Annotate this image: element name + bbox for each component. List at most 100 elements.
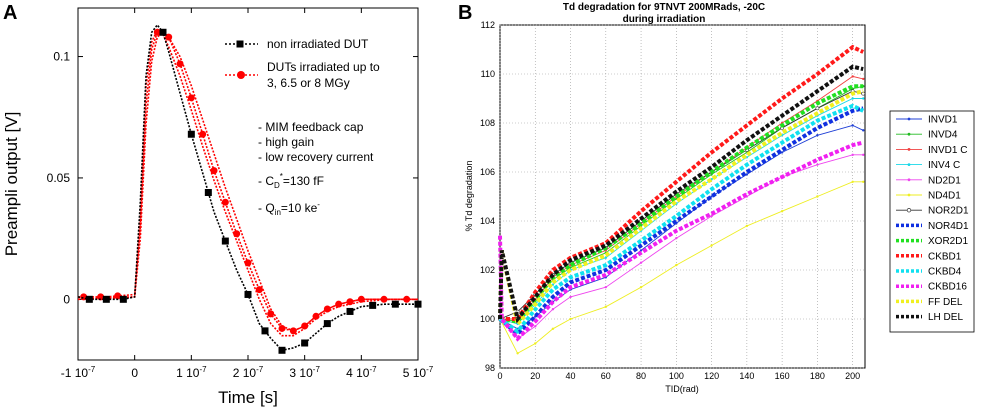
- a-marker-circle: [221, 198, 229, 206]
- a-marker-square: [369, 301, 377, 309]
- b-marker-dot: [851, 97, 854, 100]
- a-marker-circle: [380, 295, 388, 303]
- b-marker-dot: [604, 256, 607, 259]
- b-marker-dot: [604, 285, 607, 289]
- b-marker-dot: [780, 210, 784, 213]
- a-marker-square: [187, 130, 195, 138]
- b-legend-label: INVD4: [928, 130, 958, 141]
- a-marker-circle: [346, 298, 354, 306]
- a-marker-circle: [301, 322, 309, 330]
- b-legend-marker: [907, 132, 911, 136]
- b-marker-dot: [675, 236, 678, 240]
- b-series-line-thick: [498, 89, 864, 329]
- a-marker-circle: [210, 167, 218, 175]
- b-legend-label: ND4D1: [928, 191, 961, 202]
- a-ytick-label: 0: [63, 292, 70, 306]
- a-marker-circle: [289, 327, 297, 335]
- note-mim: - MIM feedback cap: [258, 120, 364, 134]
- b-marker-dot: [851, 75, 854, 78]
- b-legend-label: INV4 C: [928, 160, 960, 171]
- b-legend-label: CKBD1: [928, 251, 962, 262]
- a-marker-circle: [278, 324, 286, 332]
- b-marker-dot: [862, 77, 865, 81]
- b-xtick-label: 60: [601, 371, 611, 381]
- legend-label-irradiated-2: 3, 6.5 or 8 MGy: [267, 76, 350, 90]
- b-xtick-label: 140: [739, 371, 754, 381]
- b-series-line-thin: [499, 154, 864, 340]
- a-marker-square: [102, 295, 110, 303]
- b-ytick-label: 108: [480, 118, 495, 128]
- a-xtick-label: 0: [131, 366, 138, 380]
- a-marker-square: [301, 339, 309, 347]
- b-marker-ring: [815, 106, 820, 111]
- a-xtick-label: 4 10-7: [346, 365, 377, 380]
- b-marker-dot: [551, 327, 555, 330]
- b-marker-dot: [675, 263, 678, 267]
- panel-a-legend: non irradiated DUT DUTs irradiated up to…: [225, 37, 380, 90]
- b-marker-dot: [534, 325, 537, 328]
- panel-b-xlabel: TID(rad): [665, 384, 699, 394]
- a-marker-square: [159, 28, 167, 36]
- panel-b-chart: Td degradation for 9TNVT 200MRads, -20C …: [464, 2, 975, 394]
- b-series-line-thick: [498, 64, 864, 324]
- b-legend-label: INVD1: [928, 115, 958, 126]
- panel-a-label: A: [3, 2, 17, 24]
- a-xtick-label: -1 10-7: [61, 365, 96, 380]
- a-marker-circle: [244, 259, 252, 267]
- a-marker-square: [323, 320, 331, 328]
- b-marker-dot: [569, 317, 572, 321]
- b-marker-dot: [604, 305, 607, 308]
- a-xtick-label: 3 10-7: [289, 365, 320, 380]
- legend-entry-irradiated: DUTs irradiated up to 3, 6.5 or 8 MGy: [225, 60, 380, 90]
- a-marker-circle: [267, 310, 275, 318]
- a-marker-square: [119, 295, 127, 303]
- b-legend-marker: [907, 193, 911, 197]
- b-ytick-label: 98: [485, 363, 495, 373]
- panel-a-xlabel: Time [s]: [218, 388, 278, 407]
- b-marker-dot: [710, 244, 713, 247]
- b-marker-dot: [551, 308, 555, 311]
- b-marker-dot: [851, 153, 854, 157]
- panel-b-subtitle: during irradiation: [623, 14, 706, 25]
- note-cd: - CD*=130 fF: [258, 172, 324, 190]
- a-marker-circle: [312, 312, 320, 320]
- b-legend-marker: [907, 163, 911, 167]
- b-marker-dot: [745, 224, 749, 228]
- b-xtick-label: 200: [845, 371, 860, 381]
- b-marker-dot: [745, 173, 749, 176]
- b-legend-label: NOR4D1: [928, 221, 969, 232]
- b-xtick-label: 80: [636, 371, 646, 381]
- a-marker-circle: [199, 130, 207, 138]
- b-legend-label: INVD1 C: [928, 145, 967, 156]
- legend-marker-circle: [237, 71, 245, 79]
- b-xtick-label: 40: [566, 371, 576, 381]
- b-marker-dot: [569, 266, 572, 269]
- panel-a-chart: -1 10-7 0 1 10-7 2 10-7 3 10-7 4 10-7 5 10-7 0 0…: [2, 7, 434, 407]
- a-marker-square: [204, 188, 212, 196]
- a-marker-square: [85, 295, 93, 303]
- b-legend-marker: [907, 148, 911, 151]
- b-xtick-label: 0: [497, 371, 502, 381]
- b-legend-label: LH DEL: [928, 312, 963, 323]
- a-marker-square: [391, 300, 399, 308]
- a-marker-circle: [357, 295, 365, 303]
- b-marker-dot: [816, 163, 819, 166]
- a-xtick-label: 2 10-7: [233, 365, 264, 380]
- panel-b-series: [498, 44, 866, 355]
- b-legend-marker: [907, 117, 911, 121]
- a-series-line: [77, 23, 418, 352]
- a-marker-circle: [114, 292, 122, 300]
- b-series-line-thick: [498, 103, 865, 335]
- legend-marker-square: [236, 40, 244, 48]
- panel-b-label: B: [458, 2, 472, 24]
- a-xtick-label: 1 10-7: [176, 365, 207, 380]
- panel-b-legend-box: [889, 110, 975, 333]
- a-marker-circle: [165, 33, 173, 41]
- note-qin: - Qin=10 ke-: [258, 200, 320, 217]
- a-marker-circle: [176, 60, 184, 68]
- a-ytick-label: 0.05: [47, 171, 71, 185]
- b-marker-dot: [639, 261, 643, 264]
- b-marker-dot: [862, 97, 865, 100]
- b-series-line-thick: [498, 140, 864, 342]
- b-marker-dot: [816, 134, 819, 137]
